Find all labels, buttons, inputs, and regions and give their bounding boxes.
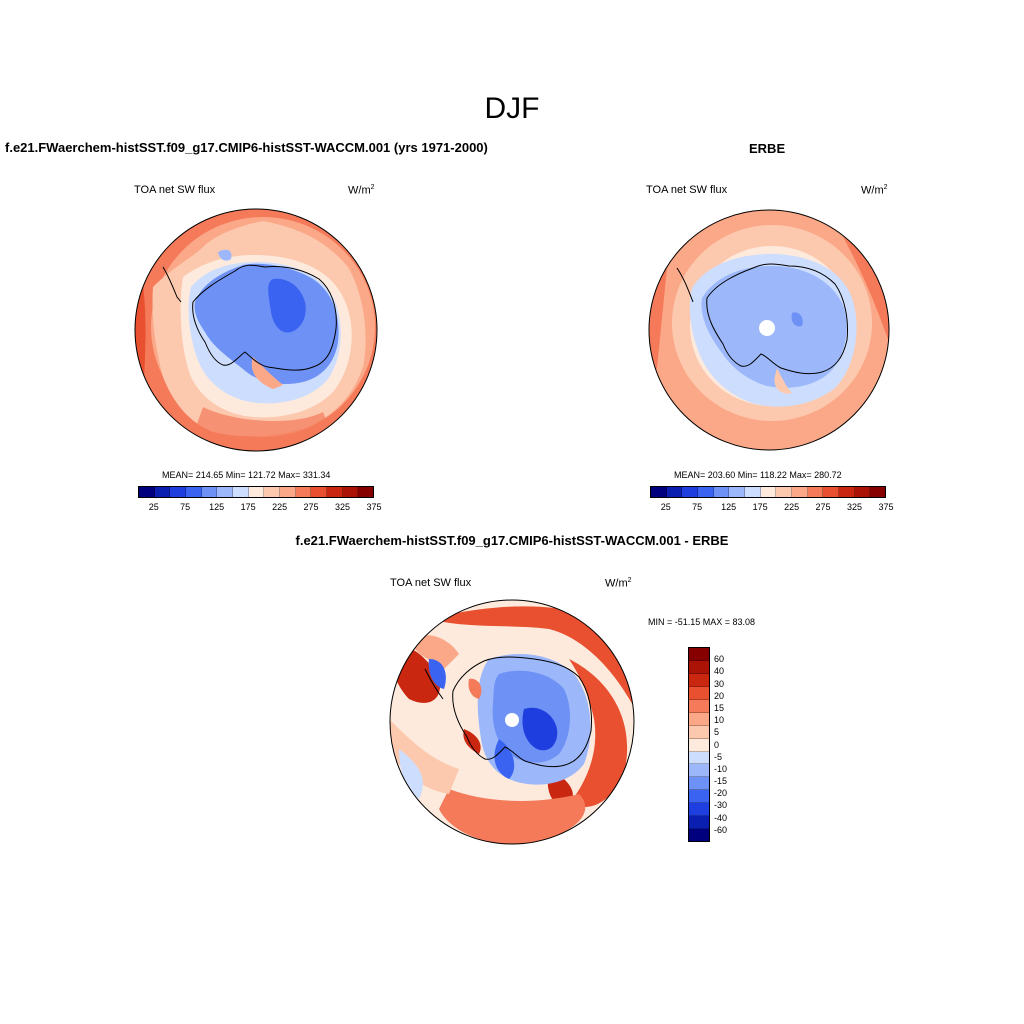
colorbar-swatch: [729, 487, 746, 497]
colorbar-swatch: [280, 487, 296, 497]
colorbar-tick-label: 325: [335, 502, 351, 512]
colorbar-swatch: [689, 673, 709, 687]
colorbar-swatch: [295, 487, 312, 497]
colorbar-tick-label: -60: [714, 824, 728, 835]
colorbar-swatch: [327, 487, 343, 497]
colorbar-swatch: [201, 487, 218, 497]
colorbar-swatch: [358, 487, 374, 497]
colorbar-swatch: [689, 816, 709, 830]
colorbar-swatch: [689, 712, 709, 726]
panel1-units: W/m2: [348, 184, 375, 197]
colorbar-swatch: [682, 487, 699, 497]
panel2-variable-label: TOA net SW flux: [646, 184, 728, 196]
colorbar-swatch: [760, 487, 777, 497]
colorbar-tick-label: 275: [303, 502, 319, 512]
colorbar-swatch: [689, 725, 709, 739]
colorbar-swatch: [311, 487, 328, 497]
colorbar-swatch: [666, 487, 683, 497]
colorbar-tick-label: 325: [847, 502, 863, 512]
colorbar-swatch: [689, 803, 709, 817]
colorbar-tick-label: 5: [714, 727, 720, 738]
colorbar-swatch: [776, 487, 793, 497]
colorbar-swatch: [689, 738, 709, 752]
colorbar-tick-label: 25: [660, 502, 671, 512]
colorbar-tick-label: 75: [692, 502, 703, 512]
colorbar-tick-label: -30: [714, 800, 728, 811]
colorbar-swatch: [264, 487, 281, 497]
colorbar-swatch: [689, 764, 709, 778]
diff-title: f.e21.FWaerchem-histSST.f09_g17.CMIP6-hi…: [295, 533, 729, 548]
colorbar-tick-label: 75: [180, 502, 191, 512]
colorbar-swatch: [170, 487, 187, 497]
colorbar-swatch: [823, 487, 840, 497]
colorbar-swatch: [689, 829, 709, 842]
panel2-colorbar: [650, 486, 886, 498]
panel1-colorbar: [138, 486, 374, 498]
colorbar-swatch: [713, 487, 730, 497]
colorbar-swatch: [689, 790, 709, 804]
colorbar-tick-label: -5: [714, 751, 723, 762]
colorbar-tick-label: 275: [815, 502, 831, 512]
colorbar-tick-label: 125: [721, 502, 737, 512]
diff-minmax: MIN = -51.15 MAX = 83.08: [648, 617, 756, 627]
panel2-units: W/m2: [861, 184, 888, 197]
colorbar-swatch: [689, 751, 709, 765]
colorbar-swatch: [186, 487, 202, 497]
diff-units: W/m2: [605, 577, 632, 590]
colorbar-tick-label: 25: [148, 502, 159, 512]
colorbar-swatch: [139, 487, 155, 497]
colorbar-tick-label: 375: [366, 502, 382, 512]
colorbar-tick-label: -20: [714, 788, 728, 799]
colorbar-tick-label: 0: [714, 739, 720, 750]
colorbar-tick-label: -40: [714, 812, 728, 823]
colorbar-tick-label: 30: [714, 678, 725, 689]
colorbar-swatch: [689, 699, 709, 713]
colorbar-swatch: [689, 660, 709, 674]
colorbar-tick-label: 10: [714, 715, 725, 726]
colorbar-swatch: [854, 487, 871, 497]
colorbar-tick-label: 60: [714, 654, 725, 665]
colorbar-tick-label: 225: [784, 502, 800, 512]
colorbar-swatch: [154, 487, 171, 497]
colorbar-swatch: [792, 487, 808, 497]
colorbar-swatch: [651, 487, 667, 497]
colorbar-tick-label: 125: [209, 502, 225, 512]
colorbar-tick-label: -10: [714, 763, 728, 774]
colorbar-swatch: [248, 487, 265, 497]
colorbar-tick-label: 15: [714, 702, 725, 713]
panel1-map: [134, 208, 378, 452]
panel2-stats: MEAN= 203.60 Min= 118.22 Max= 280.72: [674, 470, 842, 480]
panel1-stats: MEAN= 214.65 Min= 121.72 Max= 331.34: [162, 470, 331, 480]
colorbar-swatch: [342, 487, 359, 497]
diff-variable-label: TOA net SW flux: [390, 577, 472, 589]
colorbar-swatch: [839, 487, 855, 497]
colorbar-tick-label: 175: [240, 502, 256, 512]
colorbar-swatch: [233, 487, 249, 497]
panel1-variable-label: TOA net SW flux: [134, 184, 216, 196]
colorbar-swatch: [807, 487, 824, 497]
colorbar-tick-label: 20: [714, 690, 725, 701]
panel2-map: [648, 209, 890, 451]
colorbar-swatch: [689, 777, 709, 791]
colorbar-swatch: [698, 487, 714, 497]
colorbar-tick-label: 375: [878, 502, 894, 512]
main-title: DJF: [484, 92, 540, 125]
colorbar-swatch: [745, 487, 761, 497]
colorbar-swatch: [217, 487, 234, 497]
colorbar-swatch: [689, 648, 709, 661]
diff-map: [389, 599, 635, 845]
colorbar-tick-label: -15: [714, 776, 728, 787]
colorbar-tick-label: 40: [714, 666, 725, 677]
colorbar-swatch: [689, 686, 709, 700]
panel1-title: f.e21.FWaerchem-histSST.f09_g17.CMIP6-hi…: [5, 140, 488, 155]
colorbar-swatch: [870, 487, 886, 497]
colorbar-tick-label: 175: [752, 502, 768, 512]
diff-colorbar: [688, 647, 710, 842]
colorbar-tick-label: 225: [272, 502, 288, 512]
panel2-title: ERBE: [749, 141, 786, 156]
